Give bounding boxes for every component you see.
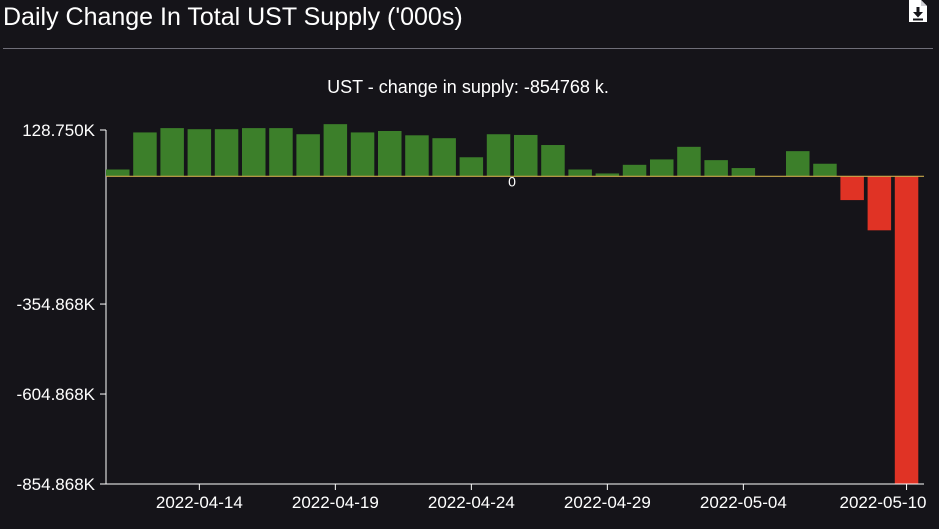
bar-2022-04-21 — [378, 130, 402, 177]
bar-2022-04-25 — [486, 134, 511, 177]
bar-2022-04-30 — [622, 164, 647, 177]
chart-header: Daily Change In Total UST Supply ('000s) — [0, 0, 939, 48]
y-tick-label: 128.750K — [22, 121, 95, 140]
bar-2022-05-02 — [677, 146, 701, 177]
bar-2022-04-17 — [269, 128, 293, 177]
bar-2022-05-04 — [731, 168, 756, 177]
zero-label: 0 — [508, 173, 516, 189]
bar-2022-04-19 — [323, 124, 348, 177]
y-tick-label: -854.868K — [17, 475, 96, 494]
bar-2022-04-27 — [541, 145, 565, 177]
bar-2022-04-14 — [187, 129, 212, 177]
bar-2022-05-07 — [813, 163, 837, 177]
y-tick-label: -354.868K — [17, 295, 96, 314]
header-divider — [3, 48, 933, 49]
x-tick-label: 2022-04-29 — [564, 493, 651, 512]
bar-2022-04-11 — [106, 169, 130, 177]
bar-2022-04-20 — [350, 132, 375, 177]
bar-2022-05-01 — [650, 159, 674, 177]
bar-2022-05-10 — [894, 176, 919, 485]
bar-2022-04-22 — [405, 135, 429, 177]
ust-supply-bar-chart: UST - change in supply: -854768 k. 128.75… — [17, 77, 927, 512]
download-file-icon — [909, 0, 927, 22]
bar-2022-04-24 — [459, 157, 484, 177]
download-button[interactable] — [908, 0, 928, 22]
bar-2022-04-13 — [160, 128, 184, 177]
bar-2022-05-03 — [704, 160, 728, 177]
y-tick-label: -604.868K — [17, 385, 96, 404]
bar-2022-04-15 — [214, 129, 239, 177]
bar-2022-04-16 — [242, 128, 266, 177]
x-tick-label: 2022-05-04 — [700, 493, 787, 512]
chart-title: UST - change in supply: -854768 k. — [327, 77, 609, 97]
bar-2022-05-06 — [786, 151, 810, 177]
bar-2022-04-12 — [133, 132, 157, 177]
bar-2022-04-29 — [595, 173, 620, 177]
bar-2022-05-08 — [840, 176, 864, 201]
bar-2022-04-26 — [514, 134, 538, 177]
bar-2022-04-23 — [432, 138, 456, 177]
x-tick-label: 2022-04-19 — [292, 493, 379, 512]
bar-2022-04-28 — [568, 169, 592, 177]
chart-page-title: Daily Change In Total UST Supply ('000s) — [3, 3, 463, 31]
x-tick-label: 2022-04-24 — [428, 493, 515, 512]
x-tick-label: 2022-04-14 — [156, 493, 243, 512]
bar-2022-05-09 — [867, 176, 892, 231]
bar-2022-04-18 — [296, 134, 320, 177]
x-tick-label: 2022-05-10 — [840, 493, 927, 512]
